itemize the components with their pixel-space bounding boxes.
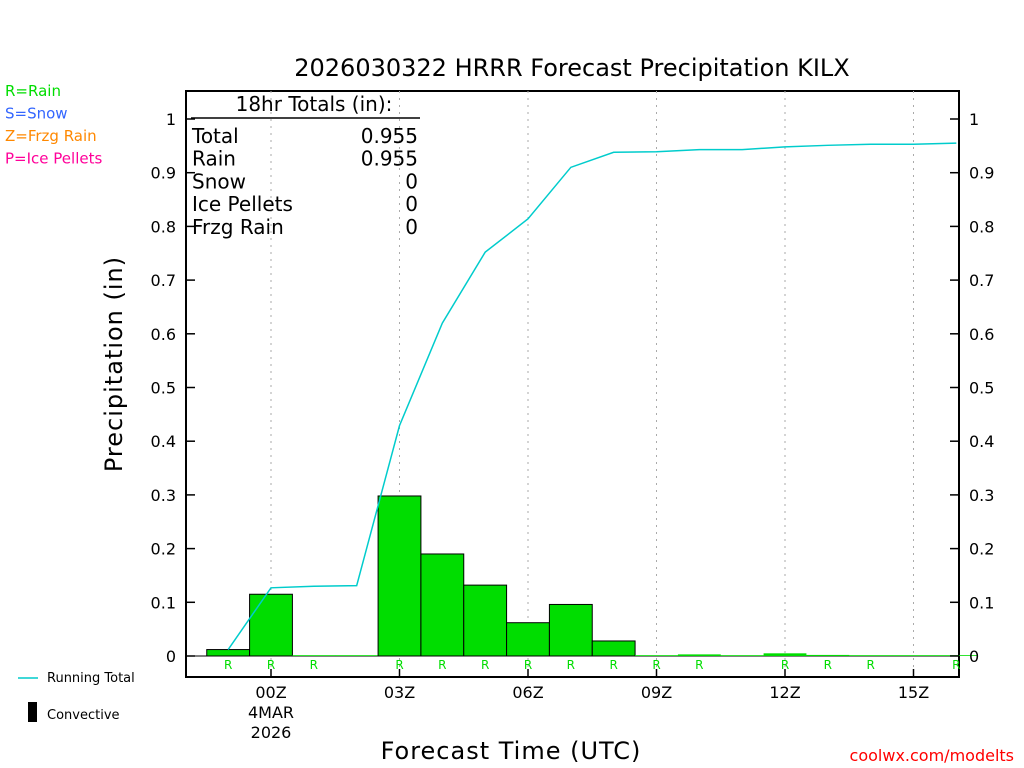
ptype-marker: R [567,658,575,672]
y-axis-label: Precipitation (in) [100,256,128,472]
grid-lines [186,91,959,677]
totals-label-ice-pellets: Ice Pellets [192,192,293,216]
ptype-marker: R [310,658,318,672]
y-tick-label-left: 1 [166,110,176,129]
precip-bar [720,655,764,656]
totals-label-rain: Rain [192,147,236,171]
x-tick-label: 03Z [384,683,415,702]
totals-value-ice-pellets: 0 [405,192,418,216]
y-tick-label-right: 0.1 [969,593,994,612]
ptype-marker: R [267,658,275,672]
totals-label-total: Total [191,124,239,148]
y-tick-label-right: 0.7 [969,271,994,290]
precip-bar [548,603,593,657]
totals-label-snow: Snow [192,169,246,193]
y-tick-label-left: 0.7 [151,271,176,290]
y-tick-label-right: 0.3 [969,486,994,505]
precip-bar [463,584,508,657]
ptype-marker: R [524,658,532,672]
precip-bar [377,495,422,657]
ptype-marker: R [952,658,960,672]
y-axis-ticks: 0 00.1 0.10.2 0.20.3 0.30.4 0.40.5 0.50.6 0.60.… [151,110,995,666]
ptype-legend: R=Rain S=Snow Z=Frzg Rain P=Ice Pellets [5,82,102,168]
totals-value-frzg-rain: 0 [405,215,418,239]
ptype-marker: R [652,658,660,672]
y-tick-label-right: 0.6 [969,325,994,344]
precip-bar [849,655,893,656]
line-legend: Running Total Convective [18,671,135,723]
precip-bar [506,622,550,657]
ptype-marker: R [438,658,446,672]
x-axis-label: Forecast Time (UTC) [381,737,642,765]
precip-bar [335,655,379,656]
totals-value-total: 0.955 [361,124,418,148]
ptype-legend-item: P=Ice Pellets [5,150,102,168]
ptype-marker: R [224,658,232,672]
ptype-legend-item: S=Snow [5,105,68,123]
y-tick-label-left: 0.1 [151,593,176,612]
ptype-marker: R [824,658,832,672]
precip-bar [677,654,721,656]
y-tick-label-right: 0.2 [969,540,994,559]
precip-bar [420,553,465,657]
totals-box: 18hr Totals (in): Total 0.955 Rain 0.955 Sno… [191,92,420,239]
chart-title: 2026030322 HRRR Forecast Precipitation K… [294,54,849,82]
ptype-legend-item: R=Rain [5,82,61,100]
running-total-legend-label: Running Total [47,671,135,686]
y-tick-label-left: 0.2 [151,540,176,559]
y-tick-label-right: 0.4 [969,432,994,451]
y-tick-label-left: 0.4 [151,432,176,451]
ptype-legend-item: Z=Frzg Rain [5,127,97,145]
precip-bar [763,653,807,656]
running-total-line [227,142,957,650]
ptype-marker: R [481,658,489,672]
precip-bar [806,654,850,656]
y-tick-label-right: 0 [969,647,979,666]
convective-legend-label: Convective [47,708,120,723]
ptype-marker: R [695,658,703,672]
credit-text: coolwx.com/modelts [850,746,1014,765]
y-tick-label-left: 0.9 [151,164,176,183]
x-tick-label: 12Z [769,683,800,702]
y-tick-label-left: 0.3 [151,486,176,505]
y-tick-label-right: 1 [969,110,979,129]
totals-value-snow: 0 [405,169,418,193]
x-tick-label: 00Z [255,683,286,702]
x-tick-label: 09Z [641,683,672,702]
ptype-marker: R [866,658,874,672]
y-tick-label-left: 0 [166,647,176,666]
y-tick-label-left: 0.8 [151,217,176,236]
ptype-marker: R [395,658,403,672]
precip-bar [591,640,636,657]
x-tick-date: 4MAR [248,703,294,722]
precip-bar [635,655,678,656]
running-total-line-group [227,142,957,650]
y-tick-label-left: 0.6 [151,325,176,344]
precip-bars [206,495,978,657]
precip-bar [249,593,293,657]
totals-header: 18hr Totals (in): [236,92,393,116]
precip-bar [206,649,251,657]
precip-bar [292,655,336,656]
precip-bar [892,655,935,656]
x-tick-label: 06Z [512,683,543,702]
y-tick-label-left: 0.5 [151,379,176,398]
x-tick-year: 2026 [251,723,292,742]
convective-legend-swatch [28,702,37,722]
totals-value-rain: 0.955 [361,147,418,171]
y-tick-label-right: 0.9 [969,164,994,183]
totals-label-frzg-rain: Frzg Rain [192,215,284,239]
y-tick-label-right: 0.5 [969,379,994,398]
plot-frame [185,90,960,678]
x-tick-label: 15Z [898,683,929,702]
y-tick-label-right: 0.8 [969,217,994,236]
ptype-marker: R [781,658,789,672]
ptype-marker: R [609,658,617,672]
